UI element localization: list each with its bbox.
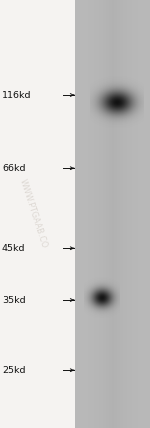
Text: 66kd: 66kd (2, 163, 26, 173)
Bar (75, 0, 150, 428)
Text: WWW.PTGAAB.CO: WWW.PTGAAB.CO (18, 178, 49, 250)
Text: 116kd: 116kd (2, 90, 31, 100)
Text: 25kd: 25kd (2, 366, 26, 375)
Text: 35kd: 35kd (2, 295, 26, 305)
Text: 45kd: 45kd (2, 244, 26, 253)
